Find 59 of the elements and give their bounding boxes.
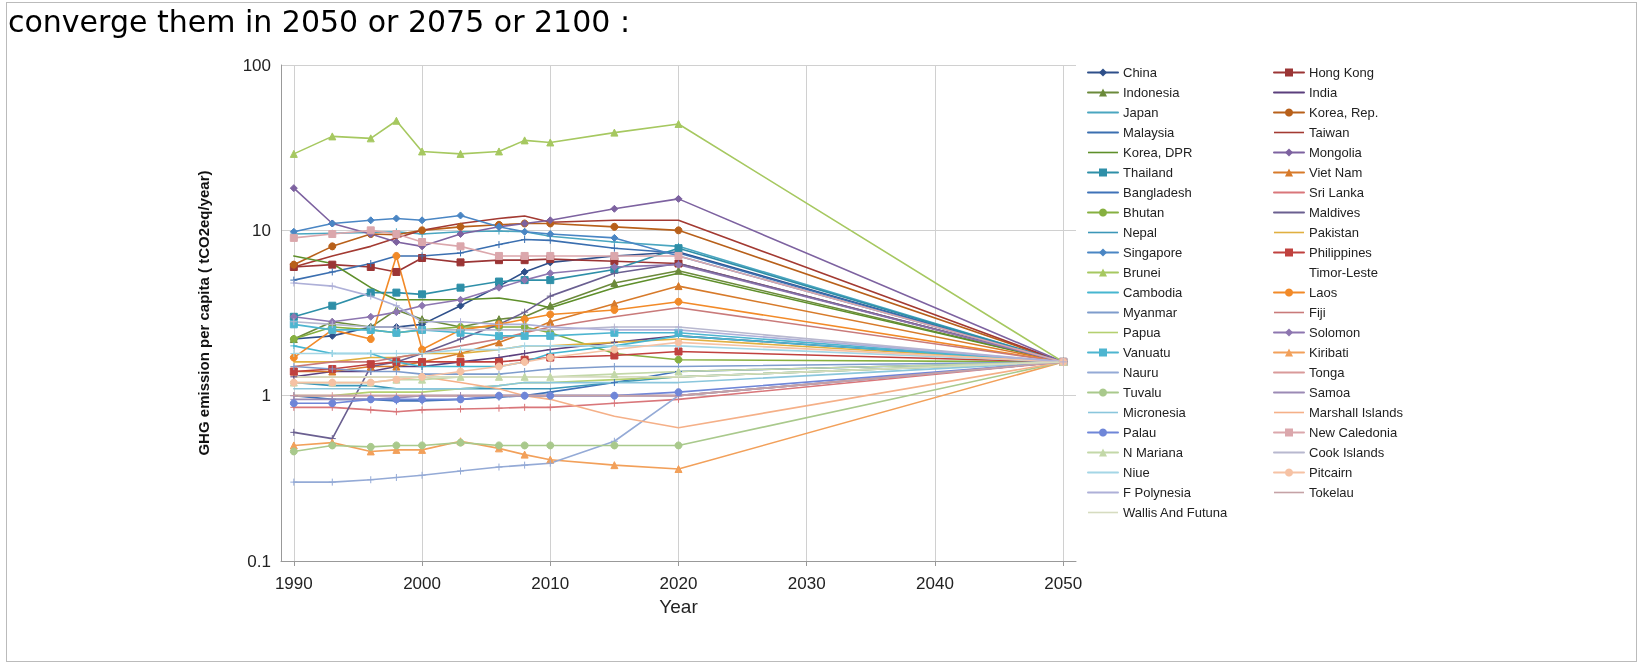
legend-label: Myanmar (1123, 305, 1178, 320)
y-tick-label: 1 (261, 386, 271, 406)
legend-label: Philippines (1309, 245, 1373, 260)
legend-label: Nepal (1123, 225, 1158, 240)
legend-label: China (1123, 65, 1158, 80)
legend-label: Bangladesh (1123, 185, 1192, 200)
legend-label: Vanuatu (1123, 345, 1171, 360)
legend-label: Micronesia (1123, 405, 1187, 420)
x-tick-label: 2030 (787, 574, 826, 593)
x-tick-label: 2040 (916, 574, 954, 593)
legend-label: N Mariana (1123, 445, 1184, 460)
legend-label: Solomon (1309, 325, 1361, 340)
y-tick-label: 10 (252, 220, 271, 240)
x-tick-label: 2050 (1044, 574, 1083, 593)
legend-label: Hong Kong (1309, 65, 1375, 80)
x-axis-title: Year (659, 596, 699, 617)
legend-label: Brunei (1123, 265, 1161, 280)
legend-label: Singapore (1123, 245, 1183, 260)
legend-label: Kiribati (1309, 345, 1349, 360)
legend-label: Fiji (1309, 305, 1326, 320)
x-tick-label: 2010 (531, 574, 570, 593)
legend-label: Papua (1123, 325, 1162, 340)
legend-label: Laos (1309, 285, 1338, 300)
legend-label: Maldives (1309, 205, 1361, 220)
legend-label: New Caledonia (1309, 425, 1398, 440)
y-tick-label: 0.1 (247, 551, 271, 571)
legend-label: Indonesia (1123, 85, 1181, 100)
legend-label: Taiwan (1309, 125, 1350, 140)
legend-label: Samoa (1309, 385, 1351, 400)
legend-label: Korea, Rep. (1309, 105, 1379, 120)
legend-label: Tuvalu (1123, 385, 1162, 400)
chart-title: converge them in 2050 or 2075 or 2100 : (8, 4, 631, 39)
text: Timor-Leste (1309, 265, 1378, 280)
x-tick-label: 1990 (274, 574, 313, 593)
legend-label: Cook Islands (1309, 445, 1385, 460)
x-tick-label: 2020 (659, 574, 698, 593)
legend-label: Bhutan (1123, 205, 1165, 220)
legend-label: Japan (1123, 105, 1159, 120)
legend-label: Malaysia (1123, 125, 1176, 140)
x-tick-label: 2000 (403, 574, 441, 593)
legend-label: Palau (1123, 425, 1157, 440)
legend-label: Cambodia (1123, 285, 1184, 300)
legend-label: Niue (1123, 465, 1150, 480)
legend-label: Viet Nam (1309, 165, 1363, 180)
legend-label: India (1309, 85, 1338, 100)
legend-label: Pakistan (1309, 225, 1359, 240)
legend-label: Sri Lanka (1309, 185, 1365, 200)
y-tick-label: 100 (242, 55, 271, 75)
legend-label: Mongolia (1309, 145, 1363, 160)
legend-label: Tonga (1309, 365, 1346, 380)
legend-label: Nauru (1123, 365, 1159, 380)
y-axis-title: GHG emission per capita ( tCO2eq/year) (195, 170, 212, 456)
legend-label: Marshall Islands (1309, 405, 1404, 420)
legend-label: Korea, DPR (1123, 145, 1193, 160)
legend-label: F Polynesia (1123, 485, 1192, 500)
legend-label: Wallis And Futuna (1123, 505, 1229, 520)
legend-label: Pitcairn (1309, 465, 1353, 480)
legend-label: Thailand (1123, 165, 1173, 180)
legend-label: Tokelau (1309, 485, 1354, 500)
